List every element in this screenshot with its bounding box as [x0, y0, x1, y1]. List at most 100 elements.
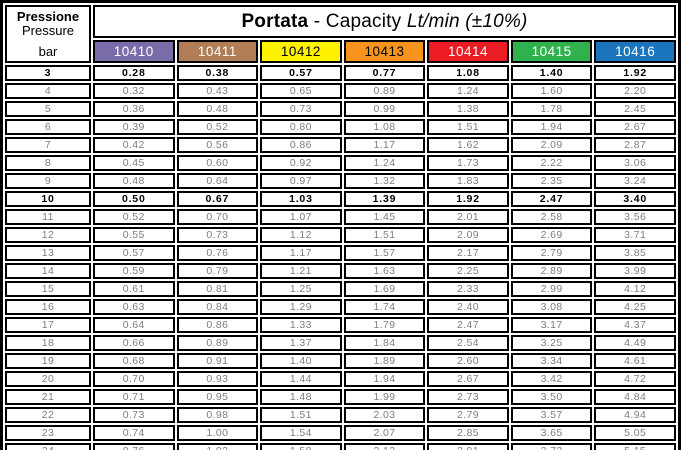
capacity-value: 3.25	[510, 335, 593, 351]
capacity-value: 0.73	[93, 407, 175, 423]
capacity-value: 1.83	[427, 173, 509, 189]
capacity-value: 2.45	[594, 101, 676, 117]
capacity-value: 1.08	[343, 119, 426, 135]
capacity-value: 3.56	[594, 209, 676, 225]
capacity-value: 1.45	[343, 209, 426, 225]
capacity-value: 1.92	[427, 191, 509, 207]
capacity-value: 1.32	[343, 173, 426, 189]
table-row: 240.761.021.582.122.913.725.15	[5, 443, 676, 450]
capacity-value: 2.17	[427, 245, 509, 261]
capacity-value: 0.76	[176, 245, 259, 261]
capacity-value: 0.61	[93, 281, 175, 297]
table-body: 3 0.28 0.38 0.57 0.77 1.08 1.40 1.92 4 0.32 0.43 0.…	[5, 65, 676, 450]
capacity-value: 0.95	[176, 389, 259, 405]
model-code-header: 10413	[343, 40, 426, 63]
pressure-value: 12	[5, 227, 91, 243]
capacity-value: 1.51	[343, 227, 426, 243]
capacity-value: 5.05	[594, 425, 676, 441]
capacity-value: 2.85	[427, 425, 509, 441]
table-row: 4 0.32 0.43 0.65 0.89 1.24 1.60 2.20	[5, 83, 676, 99]
capacity-value: 4.61	[594, 353, 676, 369]
capacity-value: 0.81	[176, 281, 259, 297]
capacity-value: 2.33	[427, 281, 509, 297]
pressure-value: 9	[5, 173, 91, 189]
capacity-value: 0.42	[93, 137, 175, 153]
capacity-value: 3.99	[594, 263, 676, 279]
capacity-value: 3.24	[594, 173, 676, 189]
pressure-value: 11	[5, 209, 91, 225]
capacity-value: 1.12	[260, 227, 342, 243]
table-row: 14 0.59 0.79 1.21 1.63 2.25 2.89 3.99	[5, 263, 676, 279]
capacity-value: 0.76	[93, 443, 175, 450]
capacity-value: 2.73	[427, 389, 509, 405]
pressure-value: 24	[5, 443, 91, 450]
capacity-value: 1.44	[260, 371, 342, 387]
capacity-value: 0.50	[93, 191, 175, 207]
table-row: 3 0.28 0.38 0.57 0.77 1.08 1.40 1.92	[5, 65, 676, 81]
capacity-value: 1.17	[343, 137, 426, 153]
capacity-value: 1.57	[343, 245, 426, 261]
capacity-value: 2.54	[427, 335, 509, 351]
pressure-value: 13	[5, 245, 91, 261]
capacity-value: 2.09	[510, 137, 593, 153]
capacity-value: 3.40	[594, 191, 676, 207]
model-code-header: 10412	[260, 40, 342, 63]
pressure-value: 7	[5, 137, 91, 153]
pressure-value: 14	[5, 263, 91, 279]
model-header-row: 10410 10411 10412 10413 10414 10415 10416	[5, 40, 676, 63]
capacity-value: 1.54	[260, 425, 342, 441]
pressure-value: 17	[5, 317, 91, 333]
pressure-label-english: Pressure	[21, 23, 75, 38]
capacity-value: 1.78	[510, 101, 593, 117]
capacity-value: 3.71	[594, 227, 676, 243]
table-row: 9 0.48 0.64 0.97 1.32 1.83 2.35 3.24	[5, 173, 676, 189]
pressure-value: 16	[5, 299, 91, 315]
capacity-value: 1.40	[510, 65, 593, 81]
capacity-value: 3.50	[510, 389, 593, 405]
capacity-value: 1.60	[510, 83, 593, 99]
pressure-labels: Pressione Pressure	[7, 10, 89, 38]
capacity-value: 2.22	[510, 155, 593, 171]
capacity-value: 0.28	[93, 65, 175, 81]
capacity-value: 2.07	[343, 425, 426, 441]
capacity-value: 0.71	[93, 389, 175, 405]
capacity-value: 0.97	[260, 173, 342, 189]
model-code-header: 10411	[176, 40, 259, 63]
capacity-value: 2.79	[510, 245, 593, 261]
capacity-value: 1.25	[260, 281, 342, 297]
table-row: 7 0.42 0.56 0.86 1.17 1.62 2.09 2.87	[5, 137, 676, 153]
capacity-value: 0.52	[176, 119, 259, 135]
capacity-value: 0.43	[176, 83, 259, 99]
title-capacity: - Capacity	[308, 10, 407, 32]
capacity-value: 1.62	[427, 137, 509, 153]
model-code-header: 10414	[427, 40, 509, 63]
capacity-value: 1.89	[343, 353, 426, 369]
capacity-value: 2.89	[510, 263, 593, 279]
capacity-value: 0.65	[260, 83, 342, 99]
capacity-value: 2.79	[427, 407, 509, 423]
capacity-value: 0.56	[176, 137, 259, 153]
table-row: 22 0.73 0.98 1.51 2.03 2.79 3.57 4.94	[5, 407, 676, 423]
pressure-value: 8	[5, 155, 91, 171]
capacity-value: 1.79	[343, 317, 426, 333]
capacity-value: 2.69	[510, 227, 593, 243]
capacity-value: 1.24	[343, 155, 426, 171]
capacity-value: 0.98	[176, 407, 259, 423]
capacity-value: 1.21	[260, 263, 342, 279]
pressure-value: 3	[5, 65, 91, 81]
capacity-value: 2.20	[594, 83, 676, 99]
capacity-value: 3.34	[510, 353, 593, 369]
capacity-value: 0.74	[93, 425, 175, 441]
pressure-value: 5	[5, 101, 91, 117]
capacity-value: 0.52	[93, 209, 175, 225]
pressure-value: 10	[5, 191, 91, 207]
capacity-value: 1.17	[260, 245, 342, 261]
capacity-value: 0.86	[260, 137, 342, 153]
capacity-value: 2.47	[510, 191, 593, 207]
capacity-value: 2.91	[427, 443, 509, 450]
pressure-value: 15	[5, 281, 91, 297]
capacity-value: 0.91	[176, 353, 259, 369]
capacity-value: 4.37	[594, 317, 676, 333]
capacity-value: 0.36	[93, 101, 175, 117]
